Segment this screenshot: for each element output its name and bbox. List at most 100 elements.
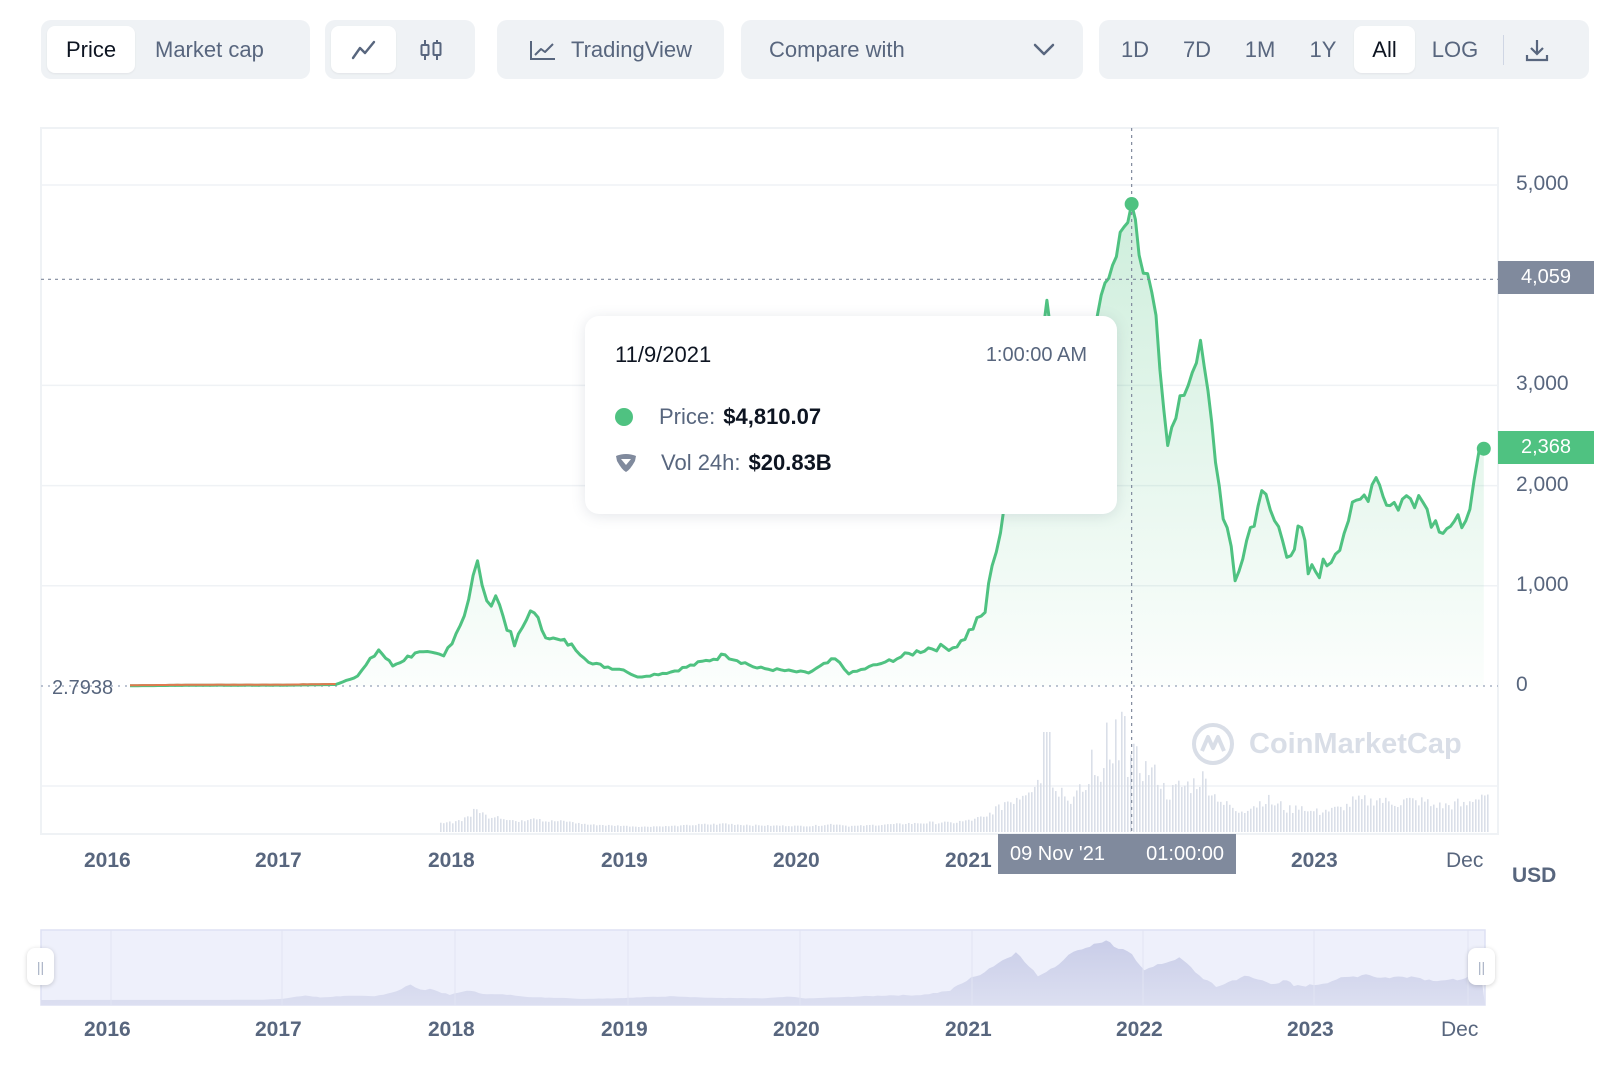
volume-bar — [1274, 805, 1276, 832]
volume-bar — [719, 823, 721, 832]
volume-bar — [620, 826, 622, 832]
volume-bar — [488, 818, 490, 832]
compare-dropdown[interactable]: Compare with — [741, 20, 1083, 79]
range-1d-button[interactable]: 1D — [1120, 36, 1150, 62]
volume-bar — [650, 826, 652, 832]
volume-bar — [1115, 719, 1117, 832]
volume-bar — [1145, 761, 1147, 832]
navigator-tick-label: 2017 — [255, 1018, 302, 1041]
volume-bar — [611, 825, 613, 832]
volume-bar — [602, 824, 604, 832]
volume-bar — [542, 821, 544, 832]
volume-bar — [1421, 797, 1423, 832]
download-button[interactable] — [1512, 26, 1562, 73]
volume-bar — [947, 821, 949, 832]
volume-bar — [668, 826, 670, 832]
volume-bar — [674, 825, 676, 832]
volume-bar — [1403, 799, 1405, 832]
volume-bar — [1391, 804, 1393, 832]
volume-bar — [1469, 801, 1471, 832]
volume-bar — [776, 825, 778, 832]
volume-bar — [677, 826, 679, 832]
volume-bar — [707, 824, 709, 832]
volume-bar — [1091, 749, 1093, 832]
volume-bar — [455, 821, 457, 832]
range-7d-button[interactable]: 7D — [1182, 36, 1212, 62]
volume-bar — [575, 823, 577, 832]
volume-bar — [899, 823, 901, 832]
volume-bar — [998, 804, 1000, 832]
volume-bar — [932, 821, 934, 832]
navigator-left-handle[interactable]: || — [27, 948, 54, 985]
volume-bar — [857, 825, 859, 832]
volume-bar — [1136, 746, 1138, 832]
volume-bar — [1037, 779, 1039, 832]
volume-bar — [1223, 804, 1225, 832]
volume-bar — [1049, 732, 1051, 832]
volume-bar — [1328, 811, 1330, 832]
volume-bar — [491, 817, 493, 832]
volume-bar — [872, 824, 874, 832]
volume-bar — [680, 825, 682, 832]
volume-bar — [1313, 811, 1315, 832]
volume-bar — [812, 826, 814, 832]
volume-bar — [989, 812, 991, 832]
volume-bar — [845, 825, 847, 832]
volume-bar — [1175, 784, 1177, 832]
tradingview-button[interactable]: TradingView — [497, 20, 724, 79]
price-line — [130, 202, 1485, 688]
volume-bar — [1025, 795, 1027, 832]
volume-bar — [725, 823, 727, 832]
volume-bar — [563, 820, 565, 832]
volume-bar — [758, 825, 760, 832]
volume-bar — [1016, 797, 1018, 832]
navigator-right-handle[interactable]: || — [1468, 948, 1495, 985]
volume-bar — [572, 822, 574, 832]
volume-bar — [1457, 798, 1459, 832]
volume-bar — [887, 824, 889, 832]
volume-bar — [1280, 801, 1282, 832]
volume-bar — [635, 826, 637, 832]
volume-bar — [1472, 801, 1474, 832]
volume-bar — [1433, 804, 1435, 832]
volume-bar — [446, 822, 448, 832]
volume-bar — [1031, 792, 1033, 832]
volume-bar — [1376, 800, 1378, 832]
line-chart-button[interactable] — [331, 26, 396, 73]
volume-bar — [1139, 773, 1141, 832]
volume-bar — [1055, 791, 1057, 832]
range-1m-button[interactable]: 1M — [1244, 36, 1276, 62]
tab-market-cap[interactable]: Market cap — [155, 36, 264, 62]
volume-bar — [1463, 801, 1465, 832]
candlestick-button[interactable] — [396, 26, 466, 73]
volume-bar — [551, 820, 553, 832]
range-all-button[interactable]: All — [1354, 26, 1415, 73]
volume-bar — [605, 825, 607, 832]
navigator-tick-label: 2023 — [1287, 1018, 1334, 1041]
volume-bar — [1304, 810, 1306, 832]
volume-bar — [839, 824, 841, 832]
volume-bar — [440, 822, 442, 832]
log-scale-button[interactable]: LOG — [1431, 36, 1479, 62]
volume-bar — [533, 818, 535, 832]
y-tick-label: 5,000 — [1516, 172, 1569, 195]
range-navigator[interactable] — [40, 929, 1486, 1006]
volume-bar — [1064, 796, 1066, 832]
coinmarketcap-logo-icon — [1192, 723, 1234, 765]
price-dot-icon — [615, 408, 633, 426]
volume-bar — [1157, 784, 1159, 832]
compare-label: Compare with — [769, 36, 905, 62]
volume-bar — [1271, 804, 1273, 832]
view-toggle: Price Market cap — [41, 20, 310, 79]
tab-price[interactable]: Price — [47, 26, 135, 73]
volume-bar — [860, 825, 862, 832]
watermark-text: CoinMarketCap — [1249, 727, 1462, 760]
volume-bar — [1346, 803, 1348, 832]
volume-bar — [740, 824, 742, 832]
volume-bar — [1334, 806, 1336, 832]
range-1y-button[interactable]: 1Y — [1309, 36, 1337, 62]
volume-bar — [1316, 808, 1318, 832]
volume-bar — [629, 826, 631, 832]
volume-bar — [713, 823, 715, 832]
